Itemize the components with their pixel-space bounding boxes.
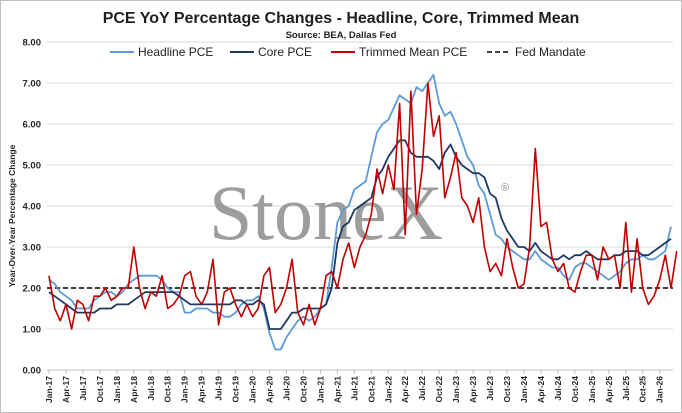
x-tick-label: Jan-20 — [248, 376, 258, 403]
x-tick-label: Apr-25 — [604, 376, 614, 403]
x-tick-label: Jan-17 — [44, 376, 54, 403]
x-tick-label: Oct-25 — [638, 376, 648, 403]
legend-label-trimmed-mean-pce: Trimmed Mean PCE — [359, 45, 467, 59]
x-tick-label: Oct-22 — [434, 376, 444, 403]
watermark: StoneX ® — [209, 169, 509, 256]
legend-label-core-pce: Core PCE — [258, 45, 312, 59]
y-tick-label: 7.00 — [23, 79, 42, 90]
x-tick-label: Apr-20 — [265, 376, 275, 403]
x-tick-label: Apr-21 — [332, 376, 342, 403]
legend-label-headline-pce: Headline PCE — [138, 45, 213, 59]
watermark-registered-mark: ® — [501, 182, 509, 194]
x-tick-label: Apr-19 — [197, 376, 207, 403]
x-tick-label: Oct-24 — [570, 376, 580, 403]
x-tick-label: Apr-18 — [129, 376, 139, 403]
x-axis-ticks: Jan-17 Apr-17 Jul-17 Oct-17 Jan-18 Apr-18 Jul-… — [44, 370, 665, 403]
x-tick-label: Apr-17 — [61, 376, 71, 403]
x-tick-label: Jan-26 — [655, 376, 665, 403]
x-tick-label: Oct-23 — [502, 376, 512, 403]
x-tick-label: Oct-19 — [231, 376, 241, 403]
series-line-trimmed-mean-pce — [48, 82, 678, 330]
y-tick-label: 1.00 — [23, 325, 42, 336]
y-tick-label: 4.00 — [23, 202, 42, 213]
x-tick-label: Jul-22 — [417, 376, 427, 401]
x-tick-label: Oct-20 — [298, 376, 308, 403]
chart-subtitle: Source: BEA, Dallas Fed — [286, 30, 397, 41]
x-tick-label: Jan-23 — [451, 376, 461, 403]
y-tick-label: 0.00 — [23, 366, 42, 377]
y-axis-ticks: 0.00 1.00 2.00 3.00 4.00 5.00 6.00 7.00 8.00 — [23, 38, 42, 377]
x-tick-label: Jul-21 — [349, 376, 359, 401]
series-line-core-pce — [48, 139, 672, 330]
x-tick-label: Jul-18 — [146, 376, 156, 401]
legend: Headline PCE Core PCE Trimmed Mean PCE F… — [110, 45, 586, 59]
x-tick-label: Jul-23 — [485, 376, 495, 401]
y-tick-label: 8.00 — [23, 38, 42, 49]
x-tick-label: Jan-24 — [519, 376, 529, 403]
x-tick-label: Apr-22 — [400, 376, 410, 403]
y-tick-label: 6.00 — [23, 120, 42, 131]
x-tick-label: Jan-22 — [383, 376, 393, 403]
x-tick-label: Oct-21 — [366, 376, 376, 403]
x-tick-label: Jan-18 — [112, 376, 122, 403]
x-tick-label: Oct-18 — [163, 376, 173, 403]
chart-title: PCE YoY Percentage Changes - Headline, C… — [103, 10, 580, 27]
x-tick-label: Jan-21 — [315, 376, 325, 403]
x-tick-label: Oct-17 — [95, 376, 105, 403]
x-tick-label: Jul-17 — [78, 376, 88, 401]
x-tick-label: Apr-23 — [468, 376, 478, 403]
x-tick-label: Apr-24 — [536, 376, 546, 403]
y-tick-label: 2.00 — [23, 284, 42, 295]
x-tick-label: Jul-24 — [553, 376, 563, 401]
legend-label-fed-mandate: Fed Mandate — [515, 45, 586, 59]
x-tick-label: Jul-19 — [214, 376, 224, 401]
x-tick-label: Jan-19 — [180, 376, 190, 403]
x-tick-label: Jul-20 — [281, 376, 291, 401]
series-lines — [47, 73, 678, 351]
y-tick-label: 5.00 — [23, 161, 42, 172]
x-tick-label: Jul-25 — [621, 376, 631, 401]
x-tick-label: Jan-25 — [587, 376, 597, 403]
y-axis-label: Year-Over-Year Percentage Change — [7, 144, 17, 287]
y-tick-label: 3.00 — [23, 243, 42, 254]
